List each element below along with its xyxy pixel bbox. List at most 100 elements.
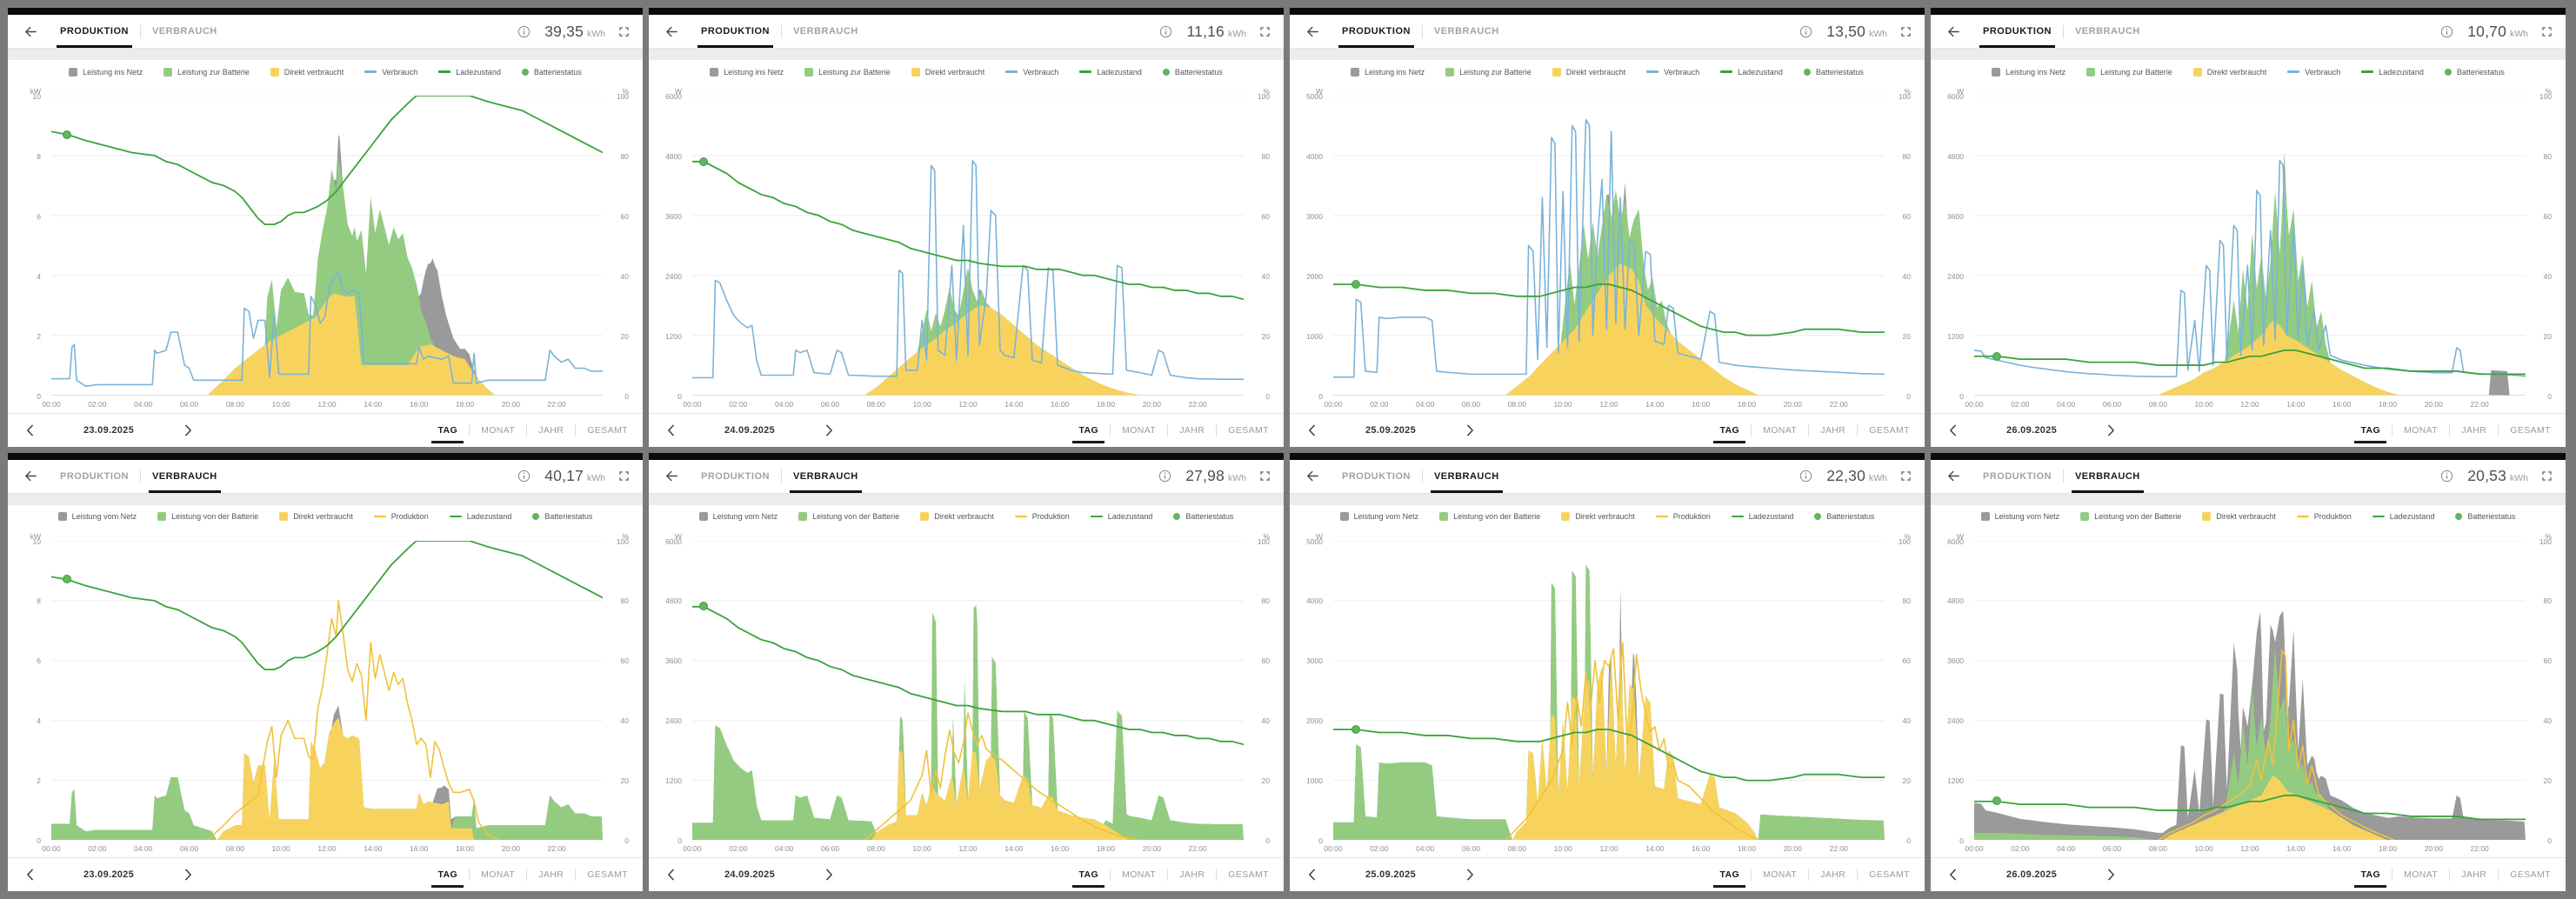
info-icon[interactable] xyxy=(2439,24,2453,38)
legend-item[interactable]: Leistung von der Batterie xyxy=(157,512,258,521)
info-icon[interactable] xyxy=(517,24,531,38)
tab-produktion[interactable]: PRODUKTION xyxy=(697,15,773,48)
period-tab-jahr[interactable]: JAHR xyxy=(2461,869,2487,880)
prev-day-chevron-icon[interactable] xyxy=(15,858,44,891)
period-tab-gesamt[interactable]: GESAMT xyxy=(2510,424,2551,436)
period-tab-gesamt[interactable]: GESAMT xyxy=(587,424,628,436)
period-tab-jahr[interactable]: JAHR xyxy=(1179,424,1205,436)
next-day-chevron-icon[interactable] xyxy=(173,858,203,891)
back-arrow-icon[interactable] xyxy=(1304,468,1321,485)
legend-item[interactable]: Leistung zur Batterie xyxy=(1445,67,1532,77)
legend-item[interactable]: Leistung vom Netz xyxy=(698,512,777,521)
period-tab-tag[interactable]: TAG xyxy=(2354,414,2386,447)
legend-item[interactable]: Leistung vom Netz xyxy=(57,512,137,521)
legend-item[interactable]: Leistung ins Netz xyxy=(1992,67,2065,77)
tab-verbrauch[interactable]: VERBRAUCH xyxy=(2071,460,2144,493)
legend-item[interactable]: Direkt verbraucht xyxy=(2192,67,2266,77)
next-day-chevron-icon[interactable] xyxy=(814,414,844,447)
info-icon[interactable] xyxy=(1158,469,1171,483)
period-tab-jahr[interactable]: JAHR xyxy=(538,869,564,880)
tab-produktion[interactable]: PRODUKTION xyxy=(1983,470,2052,482)
period-tab-monat[interactable]: MONAT xyxy=(1122,869,1157,880)
period-tab-gesamt[interactable]: GESAMT xyxy=(587,869,628,880)
period-tab-monat[interactable]: MONAT xyxy=(2404,424,2439,436)
legend-item[interactable]: Ladezustand xyxy=(438,68,501,77)
legend-item[interactable]: Batteriestatus xyxy=(1162,68,1223,77)
info-icon[interactable] xyxy=(1799,24,1812,38)
legend-item[interactable]: Ladezustand xyxy=(1731,512,1793,521)
back-arrow-icon[interactable] xyxy=(1945,468,1962,485)
prev-day-chevron-icon[interactable] xyxy=(1297,414,1326,447)
legend-item[interactable]: Leistung von der Batterie xyxy=(2080,512,2181,521)
period-tab-monat[interactable]: MONAT xyxy=(1122,424,1157,436)
back-arrow-icon[interactable] xyxy=(22,23,39,40)
tab-produktion[interactable]: PRODUKTION xyxy=(57,15,132,48)
period-tab-monat[interactable]: MONAT xyxy=(2404,869,2439,880)
back-arrow-icon[interactable] xyxy=(663,23,680,40)
legend-item[interactable]: Ladezustand xyxy=(1090,512,1152,521)
fullscreen-icon[interactable] xyxy=(2540,25,2553,38)
legend-item[interactable]: Batteriestatus xyxy=(532,512,592,521)
legend-item[interactable]: Verbrauch xyxy=(1646,68,1699,77)
legend-item[interactable]: Batteriestatus xyxy=(521,68,582,77)
next-day-chevron-icon[interactable] xyxy=(1455,414,1485,447)
period-tab-monat[interactable]: MONAT xyxy=(481,869,516,880)
period-tab-jahr[interactable]: JAHR xyxy=(1820,869,1846,880)
prev-day-chevron-icon[interactable] xyxy=(1938,858,1967,891)
legend-item[interactable]: Batteriestatus xyxy=(2444,68,2505,77)
legend-item[interactable]: Leistung ins Netz xyxy=(69,67,143,77)
next-day-chevron-icon[interactable] xyxy=(173,414,203,447)
prev-day-chevron-icon[interactable] xyxy=(15,414,44,447)
period-tab-tag[interactable]: TAG xyxy=(1072,858,1104,891)
tab-verbrauch[interactable]: VERBRAUCH xyxy=(151,26,217,37)
legend-item[interactable]: Direkt verbraucht xyxy=(270,67,344,77)
legend-item[interactable]: Produktion xyxy=(1655,512,1711,521)
next-day-chevron-icon[interactable] xyxy=(2096,858,2126,891)
legend-item[interactable]: Direkt verbraucht xyxy=(2202,512,2276,521)
legend-item[interactable]: Leistung zur Batterie xyxy=(164,67,250,77)
prev-day-chevron-icon[interactable] xyxy=(656,858,685,891)
legend-item[interactable]: Verbrauch xyxy=(2287,68,2340,77)
back-arrow-icon[interactable] xyxy=(1945,23,1962,40)
tab-verbrauch[interactable]: VERBRAUCH xyxy=(789,460,862,493)
legend-item[interactable]: Direkt verbraucht xyxy=(920,512,994,521)
period-tab-jahr[interactable]: JAHR xyxy=(1820,424,1846,436)
period-tab-gesamt[interactable]: GESAMT xyxy=(1869,424,1910,436)
legend-item[interactable]: Batteriestatus xyxy=(1803,68,1864,77)
tab-verbrauch[interactable]: VERBRAUCH xyxy=(2074,26,2140,37)
prev-day-chevron-icon[interactable] xyxy=(656,414,685,447)
fullscreen-icon[interactable] xyxy=(1258,25,1271,38)
period-tab-tag[interactable]: TAG xyxy=(1072,414,1104,447)
legend-item[interactable]: Leistung von der Batterie xyxy=(798,512,899,521)
info-icon[interactable] xyxy=(1159,24,1173,38)
tab-produktion[interactable]: PRODUKTION xyxy=(1979,15,2055,48)
prev-day-chevron-icon[interactable] xyxy=(1938,414,1967,447)
prev-day-chevron-icon[interactable] xyxy=(1297,858,1326,891)
tab-verbrauch[interactable]: VERBRAUCH xyxy=(1433,26,1499,37)
legend-item[interactable]: Leistung vom Netz xyxy=(1339,512,1418,521)
legend-item[interactable]: Leistung ins Netz xyxy=(710,67,784,77)
period-tab-gesamt[interactable]: GESAMT xyxy=(2510,869,2551,880)
period-tab-monat[interactable]: MONAT xyxy=(481,424,516,436)
fullscreen-icon[interactable] xyxy=(1899,25,1912,38)
next-day-chevron-icon[interactable] xyxy=(2096,414,2126,447)
back-arrow-icon[interactable] xyxy=(663,468,680,485)
legend-item[interactable]: Ladezustand xyxy=(1720,68,1783,77)
fullscreen-icon[interactable] xyxy=(1899,469,1912,483)
legend-item[interactable]: Leistung vom Netz xyxy=(1980,512,2059,521)
legend-item[interactable]: Direkt verbraucht xyxy=(279,512,353,521)
period-tab-tag[interactable]: TAG xyxy=(431,858,464,891)
legend-item[interactable]: Verbrauch xyxy=(1005,68,1058,77)
legend-item[interactable]: Leistung von der Batterie xyxy=(1439,512,1540,521)
period-tab-jahr[interactable]: JAHR xyxy=(2461,424,2487,436)
period-tab-tag[interactable]: TAG xyxy=(431,414,464,447)
fullscreen-icon[interactable] xyxy=(617,469,631,483)
tab-produktion[interactable]: PRODUKTION xyxy=(701,470,770,482)
next-day-chevron-icon[interactable] xyxy=(814,858,844,891)
legend-item[interactable]: Ladezustand xyxy=(2372,512,2434,521)
legend-item[interactable]: Leistung ins Netz xyxy=(1351,67,1425,77)
fullscreen-icon[interactable] xyxy=(617,25,631,38)
legend-item[interactable]: Leistung zur Batterie xyxy=(2086,67,2172,77)
tab-verbrauch[interactable]: VERBRAUCH xyxy=(148,460,221,493)
period-tab-jahr[interactable]: JAHR xyxy=(538,424,564,436)
